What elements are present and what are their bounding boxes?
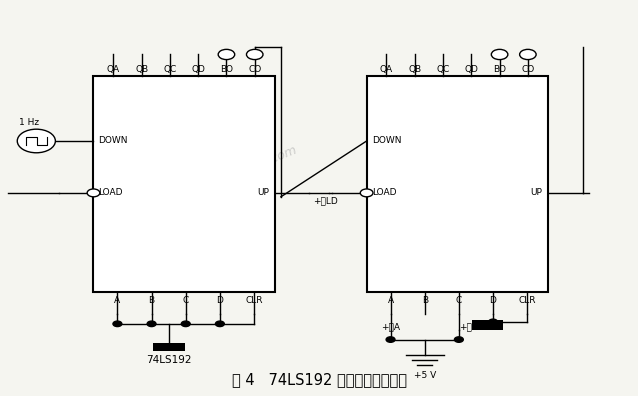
Bar [471,320,503,330]
Text: BO: BO [493,65,506,74]
Text: QB: QB [408,65,421,74]
Circle shape [489,319,498,325]
Circle shape [218,50,235,59]
Text: A: A [387,296,394,305]
Circle shape [147,321,156,327]
Bar [152,343,184,350]
Circle shape [181,321,190,327]
Text: C: C [182,296,189,305]
Circle shape [519,50,536,59]
Text: CLR: CLR [519,296,536,305]
Text: QC: QC [436,65,450,74]
Text: LOAD: LOAD [99,188,123,197]
Text: +位A: +位A [381,322,400,331]
Text: CO: CO [521,65,535,74]
Text: 1 Hz: 1 Hz [19,118,39,127]
Text: +位C: +位C [459,322,478,331]
Text: +位LD: +位LD [313,197,338,206]
Text: 74LS192: 74LS192 [146,354,191,364]
Text: A: A [114,296,121,305]
Circle shape [87,189,100,197]
Text: CO: CO [248,65,262,74]
Text: QD: QD [191,65,205,74]
Text: C: C [456,296,462,305]
Circle shape [454,337,463,342]
Text: UP: UP [531,188,542,197]
Circle shape [113,321,122,327]
Text: BO: BO [220,65,233,74]
Text: DOWN: DOWN [99,137,128,145]
Text: LOAD: LOAD [372,188,396,197]
Circle shape [360,189,373,197]
Text: QC: QC [163,65,177,74]
Text: D: D [489,296,496,305]
Text: B: B [422,296,427,305]
Text: +5 V: +5 V [413,371,436,381]
Text: QA: QA [380,65,393,74]
Text: QB: QB [135,65,148,74]
Text: B: B [149,296,154,305]
Text: D: D [216,296,223,305]
Text: www.elecfans.com: www.elecfans.com [186,143,299,198]
Text: UP: UP [258,188,269,197]
Text: 图 4   74LS192 构成的计数器电路: 图 4 74LS192 构成的计数器电路 [232,372,406,387]
Circle shape [216,321,225,327]
Text: QA: QA [107,65,120,74]
Text: CLR: CLR [245,296,263,305]
Bar [94,76,274,292]
Circle shape [386,337,395,342]
Circle shape [246,50,263,59]
Text: QD: QD [464,65,478,74]
Text: DOWN: DOWN [372,137,401,145]
Circle shape [491,50,508,59]
Bar [367,76,547,292]
Circle shape [17,129,56,153]
